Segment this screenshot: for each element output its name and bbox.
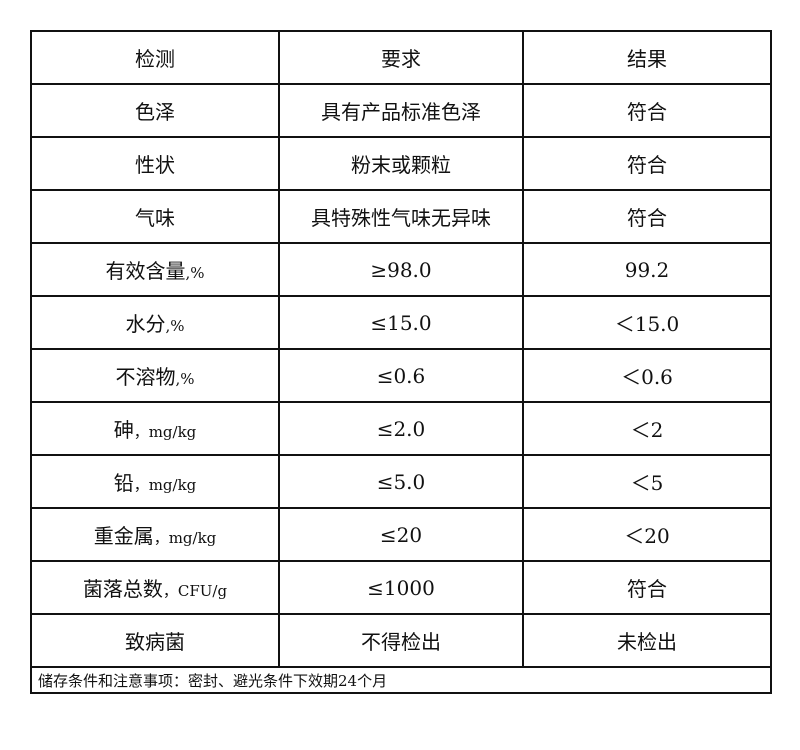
item-name: 有效含量	[105, 259, 186, 283]
test-item: 气味	[30, 189, 280, 244]
test-item: 水分,%	[30, 295, 280, 350]
result-cell: ＜15.0	[522, 295, 772, 350]
test-item: 色泽	[30, 83, 280, 138]
table-row: 性状 粉末或颗粒 符合	[30, 136, 772, 191]
table-row: 不溶物,% ≤0.6 ＜0.6	[30, 348, 772, 403]
requirement-cell: ≤1000	[278, 560, 524, 615]
requirement-cell: ≤15.0	[278, 295, 524, 350]
result-cell: 符合	[522, 83, 772, 138]
item-unit: ,%	[165, 317, 185, 335]
requirement-cell: ≥98.0	[278, 242, 524, 297]
storage-note: 储存条件和注意事项：密封、避光条件下效期24个月	[30, 666, 772, 694]
header-result: 结果	[522, 30, 772, 85]
item-unit: ，CFU/g	[162, 582, 228, 600]
item-name: 铅	[113, 471, 134, 495]
item-name: 致病菌	[125, 630, 185, 654]
requirement-cell: ≤20	[278, 507, 524, 562]
result-cell: 99.2	[522, 242, 772, 297]
item-name: 不溶物	[115, 365, 176, 389]
table-row: 铅，mg/kg ≤5.0 ＜5	[30, 454, 772, 509]
table-row: 色泽 具有产品标准色泽 符合	[30, 83, 772, 138]
table-row: 砷，mg/kg ≤2.0 ＜2	[30, 401, 772, 456]
item-name: 砷	[113, 418, 134, 442]
item-unit: ,%	[185, 264, 205, 282]
requirement-cell: 具特殊性气味无异味	[278, 189, 524, 244]
result-cell: ＜20	[522, 507, 772, 562]
header-row: 检测 要求 结果	[30, 30, 772, 85]
requirement-cell: ≤5.0	[278, 454, 524, 509]
table-row: 菌落总数，CFU/g ≤1000 符合	[30, 560, 772, 615]
footer-row: 储存条件和注意事项：密封、避光条件下效期24个月	[30, 666, 772, 694]
item-name: 重金属	[93, 524, 154, 548]
test-item: 性状	[30, 136, 280, 191]
item-name: 菌落总数	[82, 577, 163, 601]
item-unit: ,%	[175, 370, 195, 388]
quality-spec-table: 检测 要求 结果 色泽 具有产品标准色泽 符合 性状 粉末或颗粒 符合 气味 具特殊性气味无异…	[30, 30, 772, 694]
test-item: 有效含量,%	[30, 242, 280, 297]
result-cell: 符合	[522, 560, 772, 615]
table-row: 水分,% ≤15.0 ＜15.0	[30, 295, 772, 350]
header-requirement: 要求	[278, 30, 524, 85]
table-row: 致病菌 不得检出 未检出	[30, 613, 772, 668]
test-item: 重金属，mg/kg	[30, 507, 280, 562]
result-cell: 符合	[522, 136, 772, 191]
test-item: 菌落总数，CFU/g	[30, 560, 280, 615]
test-item: 致病菌	[30, 613, 280, 668]
result-cell: ＜0.6	[522, 348, 772, 403]
item-name: 色泽	[135, 100, 175, 124]
test-item: 砷，mg/kg	[30, 401, 280, 456]
item-unit: ，mg/kg	[133, 423, 197, 441]
result-cell: ＜2	[522, 401, 772, 456]
test-item: 不溶物,%	[30, 348, 280, 403]
result-cell: ＜5	[522, 454, 772, 509]
requirement-cell: ≤0.6	[278, 348, 524, 403]
requirement-cell: ≤2.0	[278, 401, 524, 456]
item-unit: ，mg/kg	[153, 529, 217, 547]
requirement-cell: 具有产品标准色泽	[278, 83, 524, 138]
table-row: 重金属，mg/kg ≤20 ＜20	[30, 507, 772, 562]
item-name: 气味	[135, 206, 175, 230]
item-unit: ，mg/kg	[133, 476, 197, 494]
table-row: 气味 具特殊性气味无异味 符合	[30, 189, 772, 244]
result-cell: 未检出	[522, 613, 772, 668]
item-name: 水分	[125, 312, 166, 336]
header-test: 检测	[30, 30, 280, 85]
item-name: 性状	[135, 153, 175, 177]
result-cell: 符合	[522, 189, 772, 244]
test-item: 铅，mg/kg	[30, 454, 280, 509]
table-row: 有效含量,% ≥98.0 99.2	[30, 242, 772, 297]
requirement-cell: 不得检出	[278, 613, 524, 668]
requirement-cell: 粉末或颗粒	[278, 136, 524, 191]
